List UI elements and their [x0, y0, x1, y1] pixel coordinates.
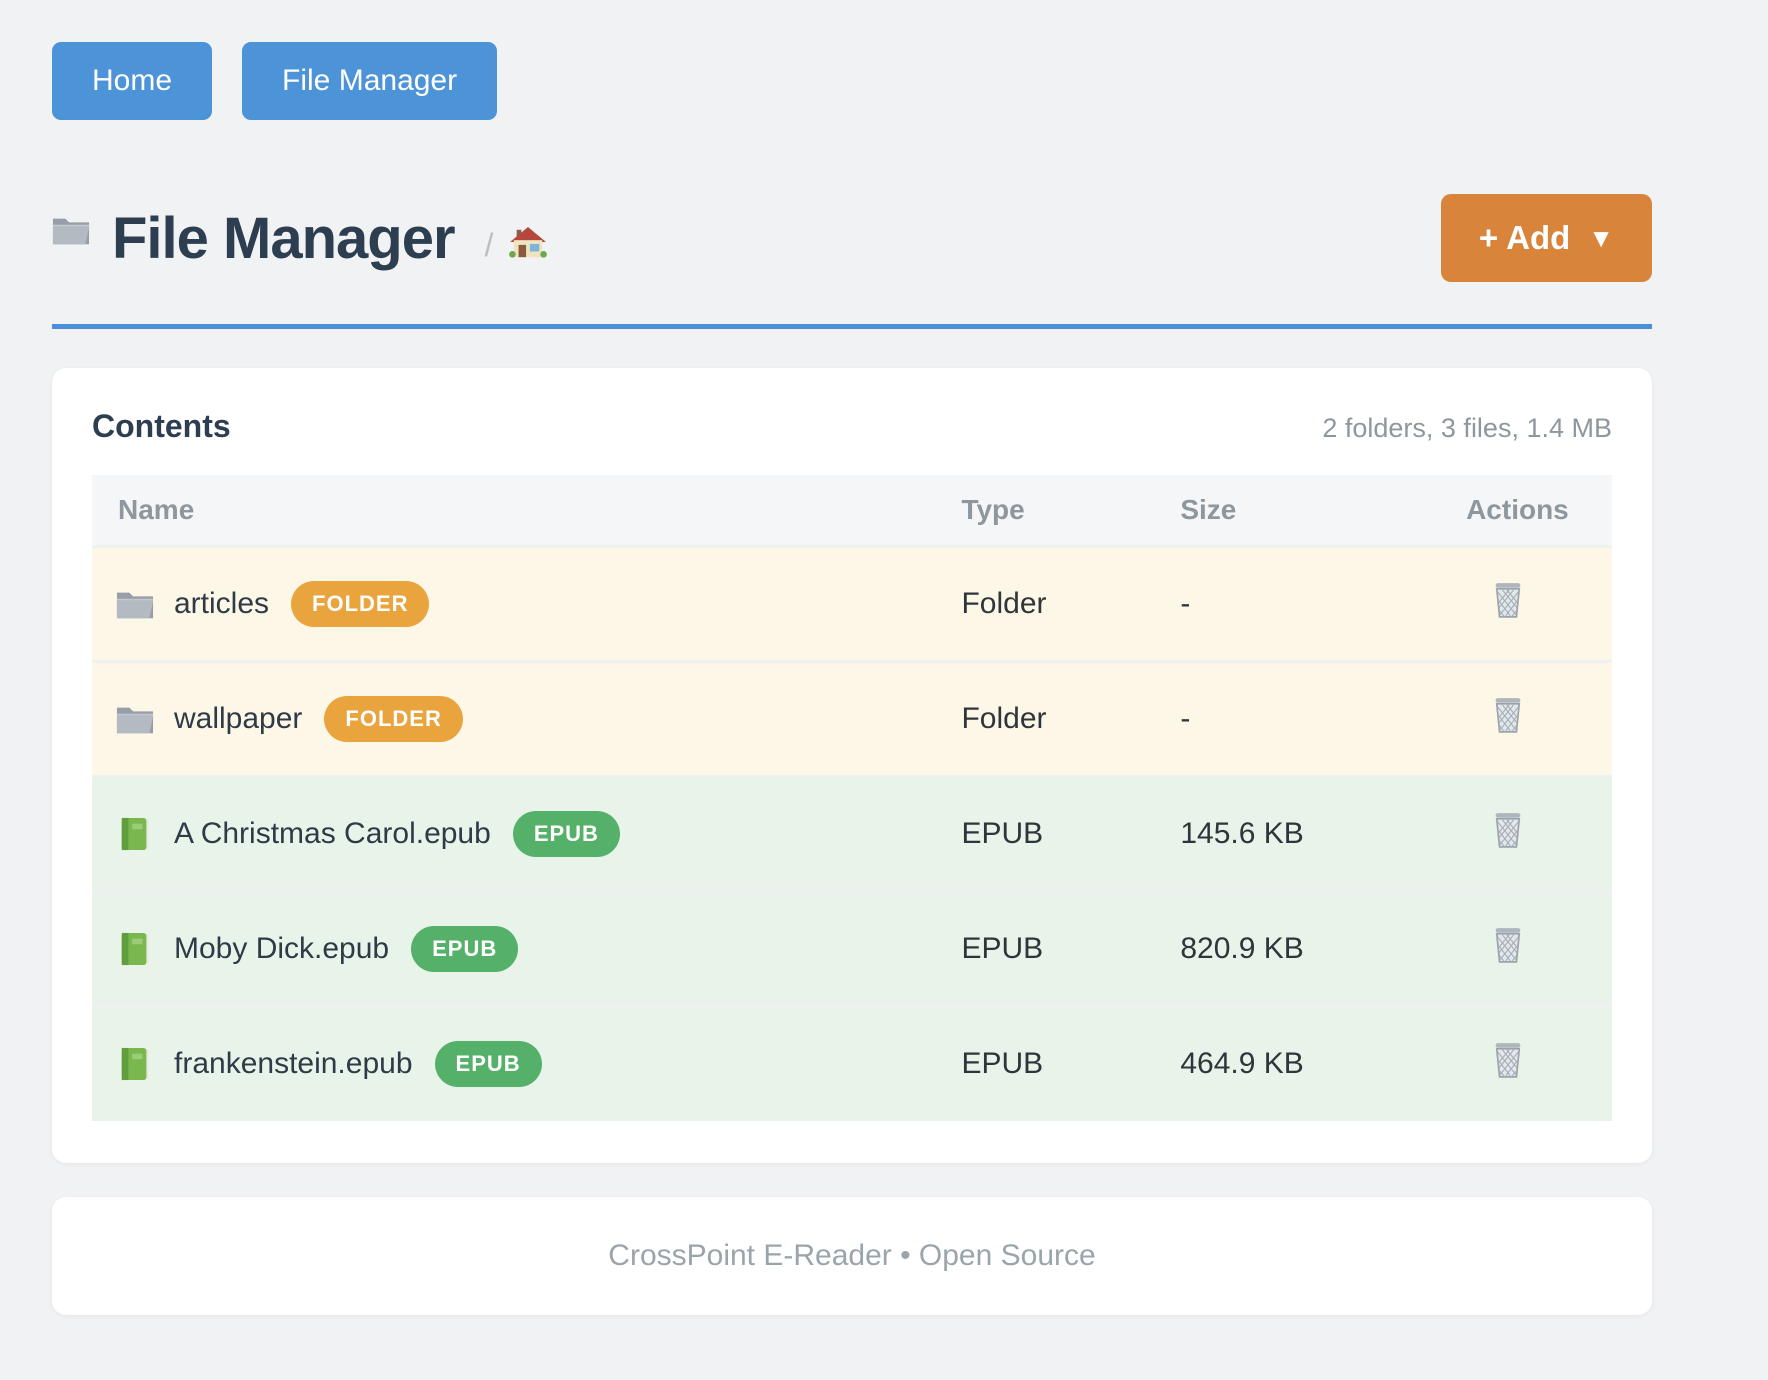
add-button-label: + Add [1478, 219, 1571, 256]
name-cell: A Christmas Carol.epub EPUB [92, 774, 962, 891]
type-badge: EPUB [512, 810, 620, 857]
file-name[interactable]: wallpaper [174, 701, 303, 735]
file-name[interactable]: A Christmas Carol.epub [174, 816, 491, 850]
type-badge: FOLDER [291, 580, 430, 627]
file-name[interactable]: Moby Dick.epub [174, 931, 390, 965]
actions-cell [1466, 659, 1612, 776]
folder-icon [116, 587, 154, 621]
column-header-size: Size [1180, 475, 1467, 546]
footer-text: CrossPoint E-Reader • Open Source [608, 1239, 1096, 1272]
table-row: wallpaper FOLDER Folder - [92, 659, 1612, 776]
file-table-head: Name Type Size Actions [92, 475, 1612, 546]
type-cell: EPUB [961, 774, 1181, 891]
breadcrumb-separator: / [484, 226, 494, 263]
footer-card: CrossPoint E-Reader • Open Source [52, 1197, 1652, 1315]
actions-cell [1466, 889, 1612, 1006]
table-row: A Christmas Carol.epub EPUB EPUB 145.6 KB [92, 774, 1612, 891]
contents-title: Contents [92, 408, 231, 444]
name-cell: Moby Dick.epub EPUB [92, 889, 962, 1006]
column-header-name: Name [92, 475, 962, 546]
table-row: Moby Dick.epub EPUB EPUB 820.9 KB [92, 889, 1612, 1006]
type-cell: EPUB [961, 1004, 1181, 1121]
type-cell: EPUB [961, 889, 1181, 1006]
table-row: articles FOLDER Folder - [92, 544, 1612, 661]
table-row: frankenstein.epub EPUB EPUB 464.9 KB [92, 1004, 1612, 1121]
nav-home-button[interactable]: Home [52, 42, 213, 120]
size-cell: - [1180, 544, 1467, 661]
title-group: File Manager / [52, 205, 553, 272]
file-name[interactable]: frankenstein.epub [174, 1047, 413, 1081]
top-nav: Home File Manager [52, 42, 1652, 120]
book-icon [116, 817, 154, 851]
trash-icon[interactable] [1492, 582, 1524, 618]
trash-icon[interactable] [1492, 812, 1524, 848]
size-cell: 820.9 KB [1180, 889, 1467, 1006]
title-divider [52, 324, 1652, 329]
size-cell: 464.9 KB [1180, 1004, 1467, 1121]
column-header-actions: Actions [1466, 475, 1612, 546]
nav-file-manager-button[interactable]: File Manager [242, 42, 498, 120]
column-header-type: Type [961, 475, 1181, 546]
type-badge: FOLDER [324, 695, 463, 742]
name-cell: wallpaper FOLDER [92, 659, 962, 776]
name-cell: frankenstein.epub EPUB [92, 1004, 962, 1121]
home-icon[interactable] [509, 226, 553, 266]
size-cell: - [1180, 659, 1467, 776]
type-cell: Folder [961, 544, 1181, 661]
name-cell: articles FOLDER [92, 544, 962, 661]
add-button[interactable]: + Add ▼ [1440, 194, 1652, 282]
contents-summary: 2 folders, 3 files, 1.4 MB [1322, 413, 1612, 443]
folder-icon [52, 213, 112, 263]
type-cell: Folder [961, 659, 1181, 776]
size-cell: 145.6 KB [1180, 774, 1467, 891]
book-icon [116, 932, 154, 966]
page: Home File Manager File Manager / + Add ▼… [52, 0, 1652, 1315]
table-body: articles FOLDER Folder - wallpaper FOLDER Fold… [92, 544, 1612, 1121]
page-title: File Manager [112, 205, 456, 271]
actions-cell [1466, 1004, 1612, 1121]
contents-card: Contents 2 folders, 3 files, 1.4 MB Name… [52, 368, 1652, 1163]
folder-icon [116, 702, 154, 736]
book-icon [116, 1047, 154, 1081]
type-badge: EPUB [434, 1041, 542, 1088]
page-header: File Manager / + Add ▼ [52, 194, 1652, 282]
chevron-down-icon: ▼ [1588, 222, 1614, 253]
file-table: Name Type Size Actions articles FOLDER Fol… [92, 475, 1612, 1121]
file-name[interactable]: articles [174, 586, 270, 620]
actions-cell [1466, 774, 1612, 891]
actions-cell [1466, 544, 1612, 661]
trash-icon[interactable] [1492, 697, 1524, 733]
trash-icon[interactable] [1492, 1042, 1524, 1078]
trash-icon[interactable] [1492, 927, 1524, 963]
contents-card-header: Contents 2 folders, 3 files, 1.4 MB [92, 408, 1612, 445]
type-badge: EPUB [411, 925, 519, 972]
